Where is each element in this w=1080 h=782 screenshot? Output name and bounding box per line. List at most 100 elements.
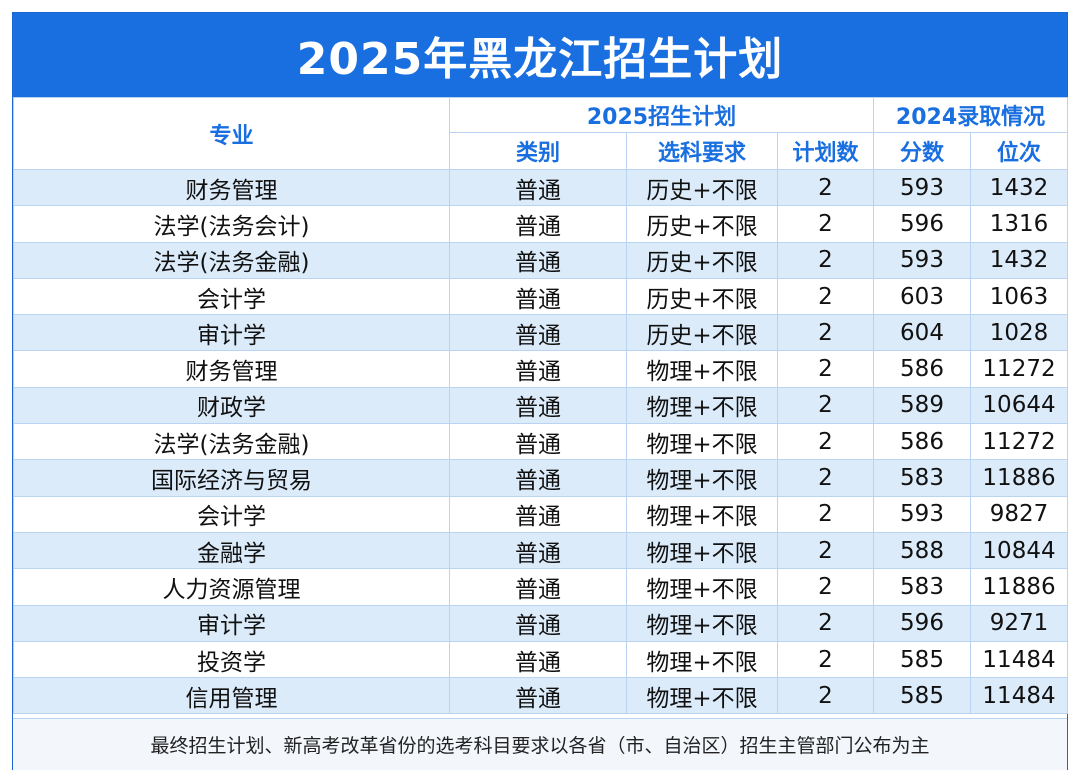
cell-score: 593 — [873, 241, 971, 279]
table-row: 会计学 普通 物理+不限 2 593 9827 — [13, 495, 1069, 533]
cell-subjects: 历史+不限 — [626, 168, 778, 207]
table-row: 审计学 普通 物理+不限 2 596 9271 — [13, 604, 1069, 642]
cell-score: 593 — [873, 495, 971, 533]
cell-subjects: 物理+不限 — [626, 531, 778, 570]
cell-major: 法学(法务金融) — [13, 423, 450, 461]
cell-score: 593 — [873, 168, 971, 207]
cell-plan-count: 2 — [777, 205, 874, 243]
table-row: 法学(法务金融) 普通 历史+不限 2 593 1432 — [13, 241, 1069, 279]
cell-rank: 11886 — [969, 459, 1069, 497]
table-row: 信用管理 普通 物理+不限 2 585 11484 — [13, 677, 1069, 715]
cell-subjects: 历史+不限 — [626, 205, 778, 243]
cell-category: 普通 — [449, 459, 627, 497]
cell-subjects: 历史+不限 — [626, 241, 778, 279]
cell-score: 585 — [873, 677, 971, 715]
cell-subjects: 历史+不限 — [626, 277, 778, 316]
cell-rank: 1432 — [969, 241, 1069, 279]
cell-subjects: 物理+不限 — [626, 459, 778, 497]
cell-rank: 9827 — [969, 495, 1069, 533]
admission-plan-sheet: 2025年黑龙江招生计划 专业 2025招生计划 2024录取情况 类别 选科要… — [12, 12, 1069, 770]
cell-subjects: 物理+不限 — [626, 386, 778, 425]
footer-note: 最终招生计划、新高考改革省份的选考科目要求以各省（市、自治区）招生主管部门公布为… — [13, 718, 1067, 770]
cell-major: 法学(法务金融) — [13, 241, 450, 279]
cell-subjects: 物理+不限 — [626, 495, 778, 533]
cell-major: 审计学 — [13, 314, 450, 352]
cell-subjects: 物理+不限 — [626, 677, 778, 715]
cell-rank: 11272 — [969, 423, 1069, 461]
cell-plan-count: 2 — [777, 568, 874, 606]
cell-plan-count: 2 — [777, 314, 874, 352]
cell-category: 普通 — [449, 640, 627, 679]
table-row: 金融学 普通 物理+不限 2 588 10844 — [13, 531, 1069, 570]
cell-rank: 1028 — [969, 314, 1069, 352]
cell-plan-count: 2 — [777, 277, 874, 316]
header-major: 专业 — [13, 97, 450, 170]
cell-subjects: 物理+不限 — [626, 568, 778, 606]
cell-plan-count: 2 — [777, 423, 874, 461]
cell-score: 583 — [873, 459, 971, 497]
cell-subjects: 物理+不限 — [626, 604, 778, 642]
table-row: 财政学 普通 物理+不限 2 589 10644 — [13, 386, 1069, 425]
cell-plan-count: 2 — [777, 350, 874, 388]
cell-plan-count: 2 — [777, 241, 874, 279]
header-admit-group: 2024录取情况 — [872, 97, 1069, 133]
table-row: 法学(法务金融) 普通 物理+不限 2 586 11272 — [13, 423, 1069, 461]
header-score: 分数 — [873, 132, 971, 170]
table-row: 财务管理 普通 历史+不限 2 593 1432 — [13, 168, 1069, 207]
cell-score: 588 — [873, 531, 971, 570]
cell-category: 普通 — [449, 314, 627, 352]
admission-table: 专业 2025招生计划 2024录取情况 类别 选科要求 计划数 分数 位次 财… — [13, 97, 1069, 715]
table-row: 审计学 普通 历史+不限 2 604 1028 — [13, 314, 1069, 352]
cell-major: 投资学 — [13, 640, 450, 679]
cell-category: 普通 — [449, 350, 627, 388]
table-row: 投资学 普通 物理+不限 2 585 11484 — [13, 640, 1069, 679]
cell-plan-count: 2 — [777, 604, 874, 642]
cell-category: 普通 — [449, 205, 627, 243]
cell-major: 国际经济与贸易 — [13, 459, 450, 497]
table-row: 国际经济与贸易 普通 物理+不限 2 583 11886 — [13, 459, 1069, 497]
cell-plan-count: 2 — [777, 386, 874, 425]
cell-rank: 10644 — [969, 386, 1069, 425]
cell-major: 会计学 — [13, 495, 450, 533]
cell-score: 585 — [873, 640, 971, 679]
cell-rank: 1316 — [969, 205, 1069, 243]
cell-major: 财务管理 — [13, 168, 450, 207]
cell-category: 普通 — [449, 604, 627, 642]
cell-rank: 1063 — [969, 277, 1069, 316]
header-plan-group: 2025招生计划 — [449, 97, 874, 133]
cell-rank: 9271 — [969, 604, 1069, 642]
cell-score: 596 — [873, 604, 971, 642]
cell-rank: 11484 — [969, 640, 1069, 679]
cell-category: 普通 — [449, 168, 627, 207]
cell-subjects: 历史+不限 — [626, 314, 778, 352]
cell-category: 普通 — [449, 495, 627, 533]
cell-rank: 11484 — [969, 677, 1069, 715]
header-rank: 位次 — [969, 132, 1069, 170]
cell-plan-count: 2 — [777, 640, 874, 679]
cell-rank: 11886 — [969, 568, 1069, 606]
cell-score: 603 — [873, 277, 971, 316]
cell-score: 586 — [873, 423, 971, 461]
cell-subjects: 物理+不限 — [626, 423, 778, 461]
cell-major: 金融学 — [13, 531, 450, 570]
cell-category: 普通 — [449, 386, 627, 425]
cell-subjects: 物理+不限 — [626, 640, 778, 679]
cell-major: 财政学 — [13, 386, 450, 425]
cell-rank: 11272 — [969, 350, 1069, 388]
cell-plan-count: 2 — [777, 495, 874, 533]
header-category: 类别 — [449, 132, 627, 170]
cell-category: 普通 — [449, 277, 627, 316]
cell-plan-count: 2 — [777, 531, 874, 570]
cell-score: 583 — [873, 568, 971, 606]
cell-category: 普通 — [449, 241, 627, 279]
table-row: 财务管理 普通 物理+不限 2 586 11272 — [13, 350, 1069, 388]
cell-plan-count: 2 — [777, 677, 874, 715]
cell-category: 普通 — [449, 568, 627, 606]
cell-rank: 10844 — [969, 531, 1069, 570]
cell-score: 596 — [873, 205, 971, 243]
cell-score: 589 — [873, 386, 971, 425]
table-row: 法学(法务会计) 普通 历史+不限 2 596 1316 — [13, 205, 1069, 243]
cell-major: 信用管理 — [13, 677, 450, 715]
header-subjects: 选科要求 — [626, 132, 778, 170]
cell-category: 普通 — [449, 677, 627, 715]
